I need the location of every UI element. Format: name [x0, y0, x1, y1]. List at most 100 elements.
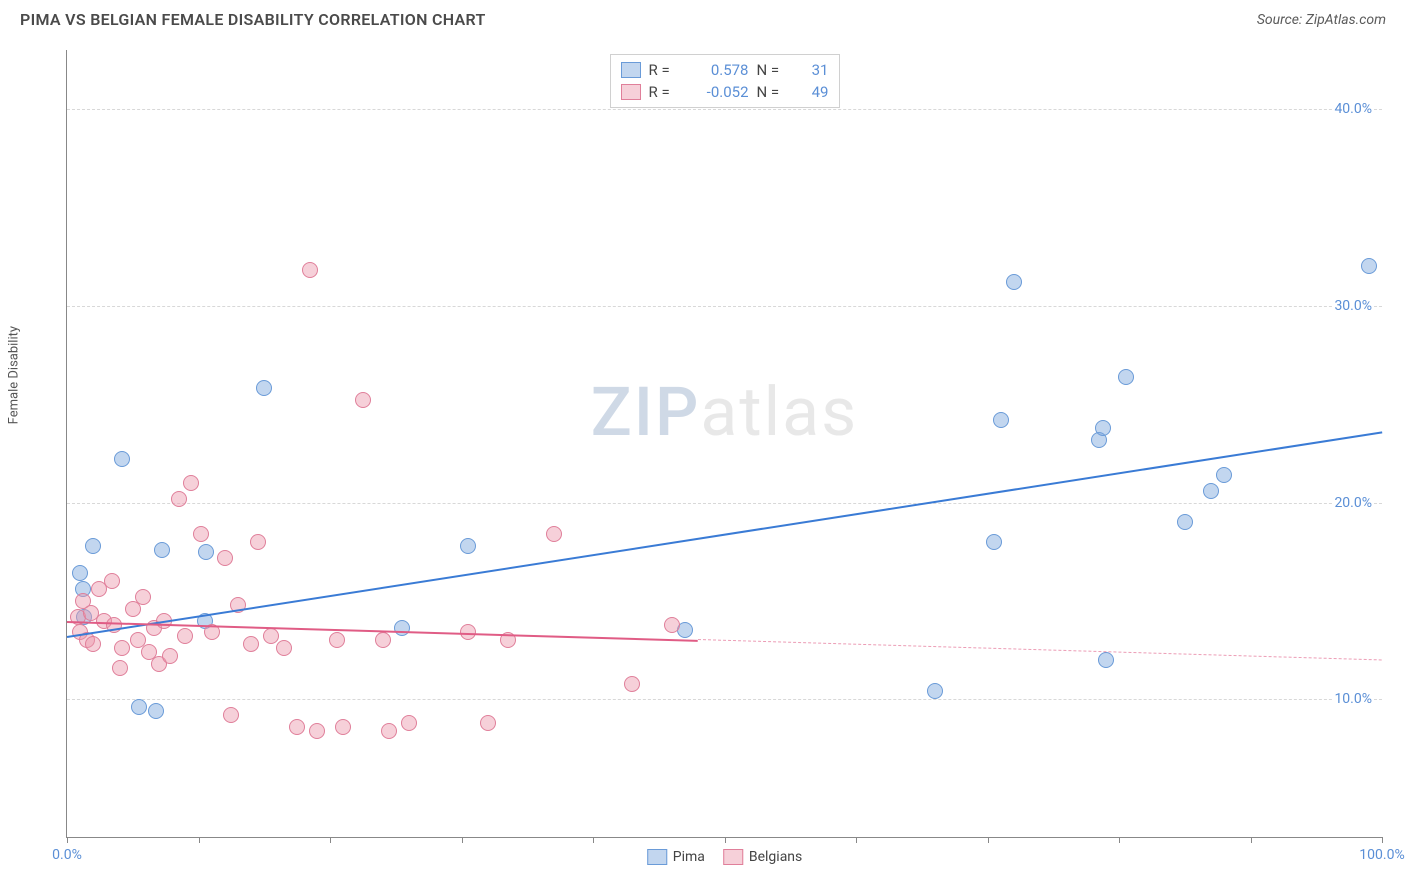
plot-area: ZIPatlas R =0.578N =31R =-0.052N =49 Pim… [66, 50, 1382, 838]
data-point [217, 550, 233, 566]
data-point [460, 538, 476, 554]
data-point [1098, 652, 1114, 668]
data-point [624, 676, 640, 692]
x-tick [856, 837, 857, 843]
data-point [114, 451, 130, 467]
x-tick [1251, 837, 1252, 843]
data-point [927, 683, 943, 699]
gridline-h [67, 699, 1382, 700]
chart-container: Female Disability ZIPatlas R =0.578N =31… [20, 50, 1386, 882]
gridline-h [67, 306, 1382, 307]
data-point [381, 723, 397, 739]
data-point [302, 262, 318, 278]
correlation-legend: R = 0.578 N = 31 R = -0.052 N = 49 [610, 54, 840, 108]
trend-line [698, 639, 1382, 660]
data-point [85, 636, 101, 652]
x-tick [199, 837, 200, 843]
x-tick [1119, 837, 1120, 843]
data-point [85, 538, 101, 554]
data-point [177, 628, 193, 644]
y-tick-label: 30.0% [1332, 298, 1374, 314]
data-point [223, 707, 239, 723]
data-point [183, 475, 199, 491]
data-point [135, 589, 151, 605]
data-point [993, 412, 1009, 428]
legend-item-label: Belgians [749, 849, 802, 865]
data-point [1006, 274, 1022, 290]
legend-row: R = -0.052 N = 49 [621, 81, 829, 103]
trend-line [67, 432, 1382, 639]
data-point [250, 534, 266, 550]
series-legend: Pima Belgians [647, 849, 803, 865]
data-point [480, 715, 496, 731]
data-point [131, 699, 147, 715]
x-tick [725, 837, 726, 843]
data-point [148, 703, 164, 719]
data-point [171, 491, 187, 507]
data-point [114, 640, 130, 656]
data-point [1361, 258, 1377, 274]
legend-item: Pima [647, 849, 705, 865]
legend-row: R = 0.578 N = 31 [621, 59, 829, 81]
data-point [193, 526, 209, 542]
data-point [154, 542, 170, 558]
data-point [375, 632, 391, 648]
data-point [256, 380, 272, 396]
data-point [162, 648, 178, 664]
data-point [289, 719, 305, 735]
y-tick-label: 10.0% [1332, 691, 1374, 707]
data-point [394, 620, 410, 636]
legend-swatch [647, 849, 667, 865]
legend-n-label: N = [757, 83, 791, 101]
legend-swatch [723, 849, 743, 865]
legend-swatch [621, 62, 641, 78]
data-point [263, 628, 279, 644]
data-point [276, 640, 292, 656]
legend-n-value: 31 [799, 61, 829, 79]
x-tick [330, 837, 331, 843]
data-point [986, 534, 1002, 550]
legend-n-label: N = [757, 61, 791, 79]
chart-header: PIMA VS BELGIAN FEMALE DISABILITY CORREL… [0, 0, 1406, 35]
watermark: ZIPatlas [591, 372, 859, 452]
x-tick [1382, 837, 1383, 843]
data-point [112, 660, 128, 676]
data-point [546, 526, 562, 542]
chart-title: PIMA VS BELGIAN FEMALE DISABILITY CORREL… [20, 10, 486, 29]
y-tick-label: 40.0% [1332, 101, 1374, 117]
y-tick-label: 20.0% [1332, 495, 1374, 511]
data-point [664, 617, 680, 633]
data-point [198, 544, 214, 560]
legend-r-label: R = [649, 83, 683, 101]
x-tick-label: 0.0% [52, 847, 82, 863]
data-point [243, 636, 259, 652]
legend-item-label: Pima [673, 849, 705, 865]
data-point [104, 573, 120, 589]
x-tick [67, 837, 68, 843]
gridline-h [67, 109, 1382, 110]
legend-n-value: 49 [799, 83, 829, 101]
data-point [355, 392, 371, 408]
x-tick [593, 837, 594, 843]
legend-r-value: -0.052 [691, 83, 749, 101]
data-point [329, 632, 345, 648]
gridline-h [67, 503, 1382, 504]
data-point [1095, 420, 1111, 436]
legend-swatch [621, 84, 641, 100]
data-point [1216, 467, 1232, 483]
data-point [309, 723, 325, 739]
data-point [1177, 514, 1193, 530]
data-point [401, 715, 417, 731]
legend-r-value: 0.578 [691, 61, 749, 79]
x-tick [988, 837, 989, 843]
legend-item: Belgians [723, 849, 802, 865]
data-point [1118, 369, 1134, 385]
x-tick [462, 837, 463, 843]
watermark-part1: ZIP [591, 372, 701, 452]
data-point [335, 719, 351, 735]
legend-r-label: R = [649, 61, 683, 79]
chart-source: Source: ZipAtlas.com [1257, 12, 1386, 28]
data-point [1203, 483, 1219, 499]
y-axis-label: Female Disability [7, 326, 22, 424]
data-point [72, 565, 88, 581]
